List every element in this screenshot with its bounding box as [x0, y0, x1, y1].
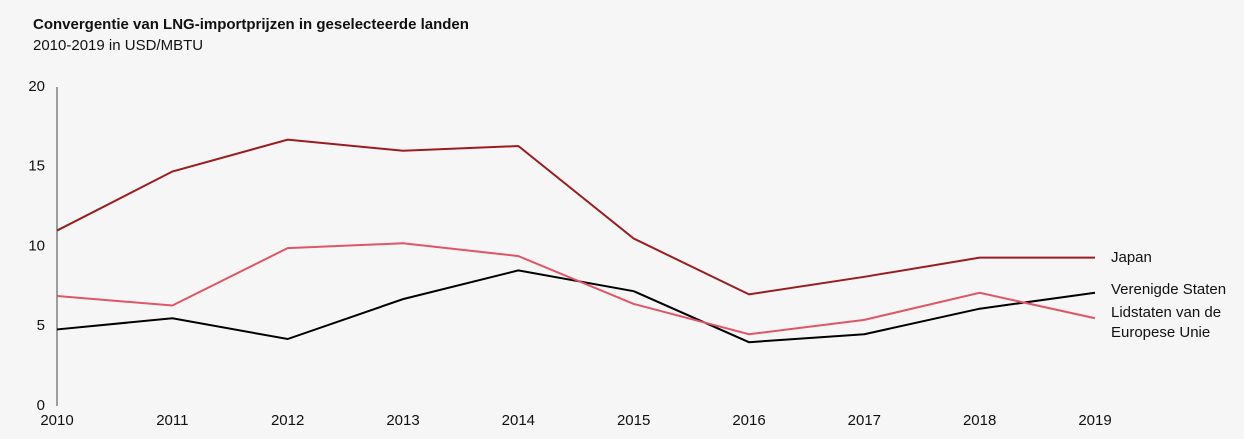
y-tick-label: 0	[37, 397, 45, 414]
x-tick-label: 2016	[732, 412, 765, 429]
x-tick-label: 2013	[386, 412, 419, 429]
y-tick-label: 5	[37, 317, 45, 334]
series-line	[56, 242, 1096, 336]
y-tick-label: 15	[28, 158, 45, 175]
chart-subtitle: 2010-2019 in USD/MBTU	[33, 37, 203, 54]
x-tick-label: 2012	[271, 412, 304, 429]
x-tick-label: 2014	[502, 412, 535, 429]
x-tick-label: 2010	[40, 412, 73, 429]
y-tick-label: 20	[28, 78, 45, 95]
x-tick-label: 2017	[848, 412, 881, 429]
legend-label: Japan	[1111, 248, 1152, 266]
x-tick-label: 2011	[156, 412, 188, 429]
legend-label: Verenigde Staten	[1111, 280, 1227, 298]
legend-label: Lidstaten van de Europese Unie	[1111, 304, 1222, 342]
y-tick-label: 10	[28, 237, 45, 254]
chart-title: Convergentie van LNG-importprijzen in ge…	[33, 16, 469, 33]
x-tick-label: 2019	[1078, 412, 1111, 429]
series-line	[56, 269, 1096, 344]
x-tick-label: 2015	[617, 412, 650, 429]
series-line	[56, 138, 1095, 296]
x-tick-label: 2018	[963, 412, 996, 429]
